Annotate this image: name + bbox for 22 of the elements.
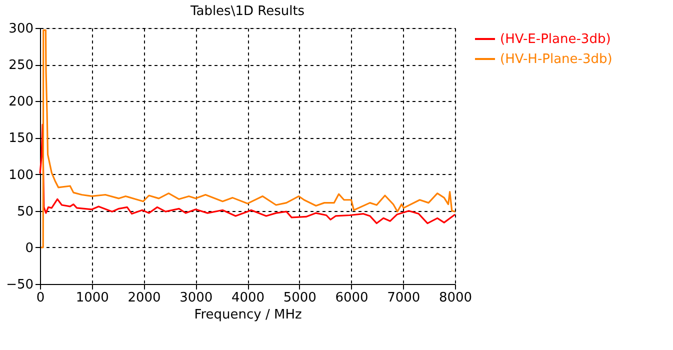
chart-title: Tables\1D Results	[189, 4, 305, 19]
y-tick-label: 200	[8, 94, 34, 110]
x-axis-title: Frequency / MHz	[194, 308, 302, 322]
y-tick-label: −50	[6, 278, 34, 292]
legend-label: (HV-H-Plane-3db)	[500, 52, 612, 67]
x-tick-label: 7000	[387, 290, 420, 306]
x-tick-label: 0	[36, 290, 45, 306]
x-tick-label: 6000	[335, 290, 368, 306]
x-tick-label: 4000	[231, 290, 265, 306]
y-tick-label: 150	[8, 131, 34, 146]
x-tick-label: 5000	[283, 290, 316, 306]
x-tick-label: 8000	[438, 290, 472, 306]
y-tick-label: 0	[25, 240, 34, 256]
y-tick-label: 250	[8, 58, 34, 74]
y-tick-label: 100	[8, 168, 34, 183]
line-series	[39, 124, 456, 224]
x-tick-label: 1000	[76, 290, 109, 306]
x-tick-label: 3000	[180, 290, 213, 306]
x-tick-label: 2000	[128, 290, 161, 306]
y-tick-label: 50	[16, 204, 34, 220]
legend-label: (HV-E-Plane-3db)	[500, 32, 611, 47]
y-tick-label: 300	[8, 22, 34, 36]
